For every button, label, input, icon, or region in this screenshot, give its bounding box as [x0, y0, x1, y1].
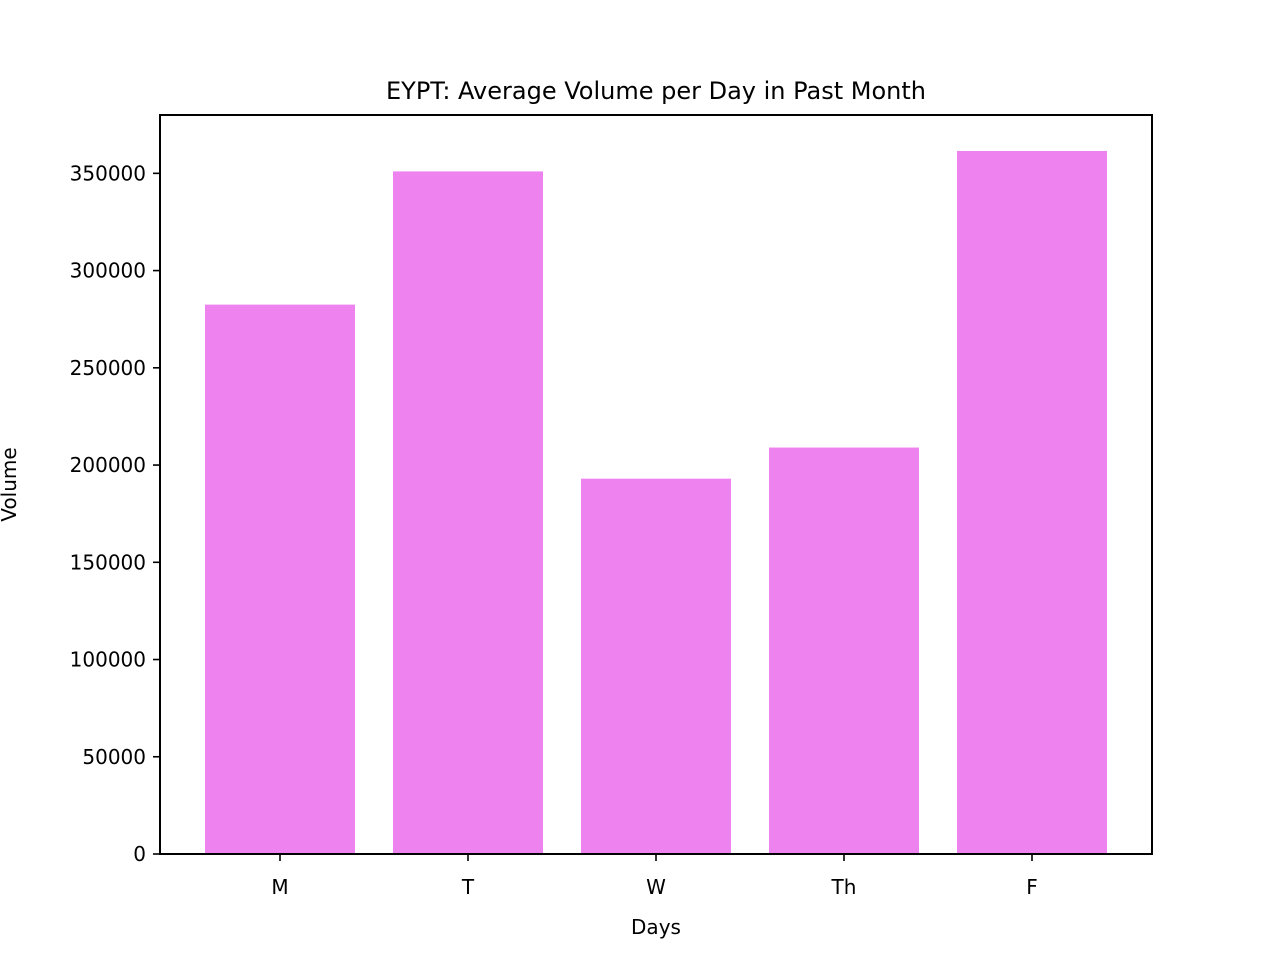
y-tick-label: 350000	[70, 161, 146, 185]
chart-title: EYPT: Average Volume per Day in Past Mon…	[386, 77, 926, 105]
x-tick-label: F	[1026, 875, 1038, 899]
y-tick-label: 100000	[70, 648, 146, 672]
bar-f	[957, 150, 1107, 854]
bars-layer	[205, 150, 1107, 855]
y-tick-label: 50000	[82, 745, 146, 769]
y-tick-label: 0	[133, 842, 146, 866]
bar-t	[393, 171, 543, 855]
y-axis-label: Volume	[0, 447, 21, 521]
x-axis: M T W Th F	[271, 854, 1038, 899]
bar-th	[769, 447, 919, 854]
x-tick-label: Th	[831, 875, 857, 899]
x-tick-label: M	[271, 875, 288, 899]
y-tick-label: 300000	[70, 259, 146, 283]
y-tick-label: 150000	[70, 550, 146, 574]
x-axis-label: Days	[631, 915, 681, 939]
x-tick-label: T	[461, 875, 475, 899]
y-axis: 0 50000 100000 150000 200000 250000 300000 3500…	[70, 161, 160, 866]
bar-m	[205, 304, 355, 855]
y-tick-label: 250000	[70, 356, 146, 380]
y-tick-label: 200000	[70, 453, 146, 477]
x-tick-label: W	[646, 875, 666, 899]
bar-w	[581, 478, 731, 854]
